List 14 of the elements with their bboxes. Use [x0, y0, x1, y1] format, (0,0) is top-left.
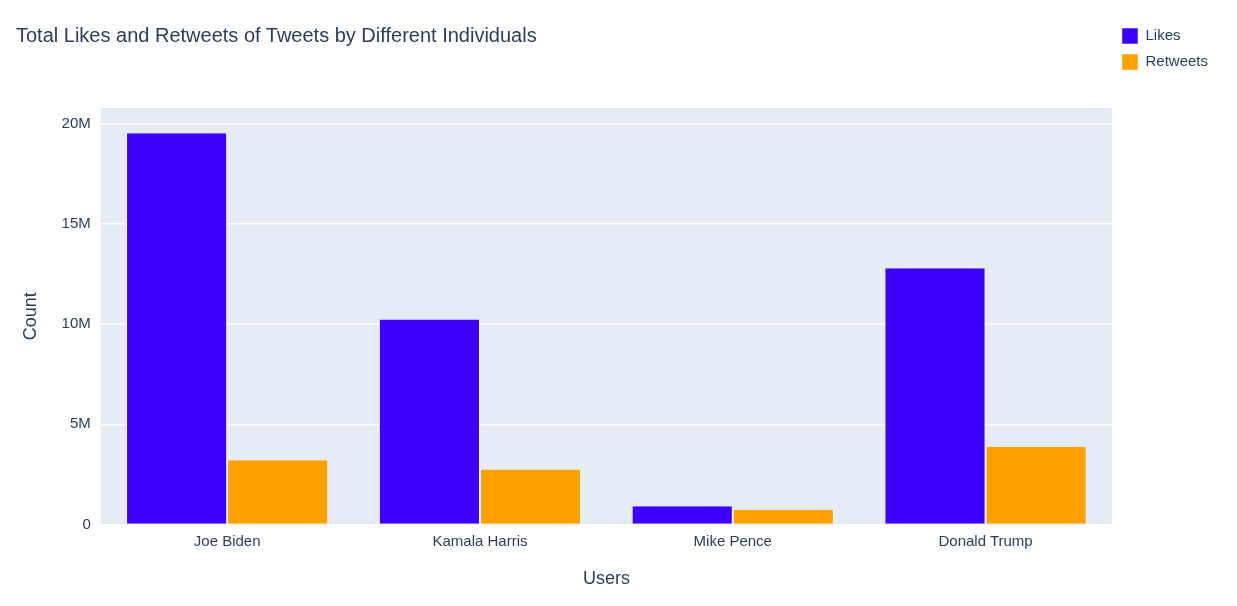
y-tick-label: 20M — [61, 114, 91, 132]
y-tick-label: 15M — [61, 214, 91, 232]
legend-label: Retweets — [1145, 52, 1208, 70]
x-tick-label: Mike Pence — [693, 531, 772, 549]
x-axis-title: Users — [582, 568, 630, 589]
y-tick-label: 5M — [69, 414, 91, 432]
legend-label: Likes — [1145, 26, 1181, 44]
y-tick-label: 10M — [61, 314, 91, 332]
x-tick-label: Joe Biden — [193, 531, 261, 549]
y-tick-label: 0 — [82, 514, 91, 532]
x-tick-label: Donald Trump — [938, 531, 1033, 549]
x-tick-label: Kamala Harris — [432, 531, 528, 549]
y-axis-title: Count — [19, 292, 40, 341]
chart-title: Total Likes and Retweets of Tweets by Different Individuals — [16, 23, 537, 46]
